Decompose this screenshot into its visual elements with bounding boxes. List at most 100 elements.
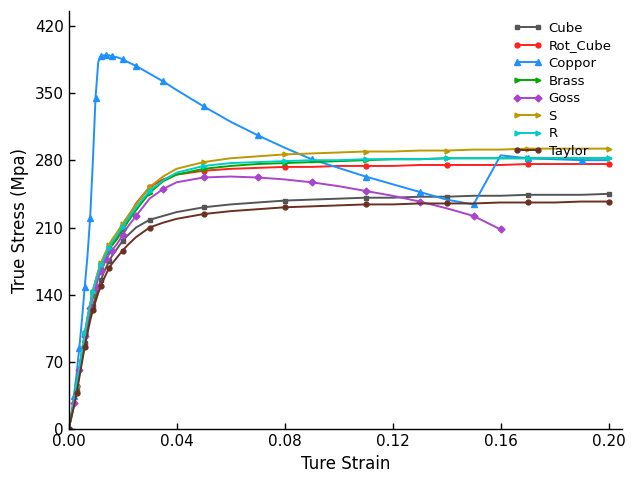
Brass [68, 413, 75, 419]
Taylor [200, 211, 207, 217]
Coppor [226, 119, 234, 124]
Taylor [308, 203, 315, 209]
Brass [254, 161, 262, 167]
Rot_Cube [68, 413, 75, 419]
Rot_Cube [605, 161, 612, 167]
S [89, 289, 97, 295]
Coppor [97, 53, 105, 59]
Coppor [145, 71, 153, 76]
Coppor [254, 132, 262, 138]
Cube [100, 270, 107, 275]
Coppor [105, 52, 113, 58]
Cube [108, 254, 115, 259]
Taylor [173, 216, 181, 222]
Cube [89, 303, 97, 309]
Rot_Cube [70, 400, 78, 406]
Goss [97, 268, 105, 273]
Rot_Cube [226, 166, 234, 172]
R [100, 257, 107, 262]
R [68, 413, 75, 419]
Rot_Cube [114, 234, 121, 240]
Cube [97, 277, 105, 283]
Cube [132, 225, 140, 230]
Taylor [70, 404, 78, 409]
Taylor [78, 359, 86, 365]
S [75, 366, 83, 372]
Taylor [75, 375, 83, 380]
Taylor [254, 206, 262, 212]
Goss [335, 183, 343, 189]
Coppor [132, 63, 140, 69]
Rot_Cube [578, 161, 586, 167]
Coppor [68, 412, 75, 418]
Brass [81, 333, 89, 338]
R [64, 426, 72, 432]
Taylor [103, 271, 110, 276]
Brass [132, 207, 140, 213]
Taylor [81, 344, 89, 349]
R [362, 156, 369, 162]
Rot_Cube [92, 278, 100, 284]
Taylor [416, 200, 424, 206]
Brass [416, 156, 424, 162]
Cube [470, 193, 477, 198]
R [78, 348, 86, 353]
Brass [389, 156, 396, 162]
Taylor [94, 290, 102, 296]
Brass [64, 426, 72, 432]
Line: Coppor: Coppor [66, 53, 611, 432]
Cube [173, 209, 181, 215]
Cube [605, 191, 612, 197]
S [108, 237, 115, 243]
R [551, 155, 558, 161]
R [200, 163, 207, 169]
R [103, 251, 110, 257]
R [105, 245, 113, 251]
Brass [497, 155, 505, 161]
Goss [308, 180, 315, 185]
Brass [308, 159, 315, 165]
Rot_Cube [103, 251, 110, 257]
Coppor [64, 426, 72, 432]
Rot_Cube [94, 269, 102, 274]
R [254, 159, 262, 165]
Goss [483, 220, 491, 226]
R [389, 156, 396, 162]
Goss [470, 213, 477, 219]
Brass [70, 400, 78, 406]
Goss [132, 213, 140, 219]
Goss [416, 198, 424, 204]
Line: R: R [66, 156, 611, 432]
S [103, 248, 110, 254]
Brass [524, 155, 531, 161]
Cube [145, 217, 153, 223]
Line: Taylor: Taylor [66, 199, 611, 432]
S [254, 153, 262, 159]
Coppor [470, 201, 477, 207]
Cube [578, 192, 586, 197]
Coppor [281, 145, 288, 151]
Line: Brass: Brass [66, 156, 611, 432]
Goss [94, 275, 102, 281]
S [497, 147, 505, 152]
S [308, 151, 315, 156]
R [124, 216, 132, 222]
Coppor [86, 215, 94, 221]
R [416, 156, 424, 162]
Cube [389, 195, 396, 200]
Rot_Cube [64, 426, 72, 432]
Taylor [524, 199, 531, 205]
Coppor [81, 284, 89, 290]
S [416, 148, 424, 153]
Goss [70, 400, 78, 406]
Goss [84, 319, 91, 325]
R [335, 157, 343, 163]
Taylor [132, 234, 140, 240]
R [86, 302, 94, 307]
Rot_Cube [281, 164, 288, 170]
S [160, 174, 167, 180]
S [281, 151, 288, 157]
S [105, 242, 113, 248]
Rot_Cube [524, 161, 531, 167]
R [578, 155, 586, 161]
